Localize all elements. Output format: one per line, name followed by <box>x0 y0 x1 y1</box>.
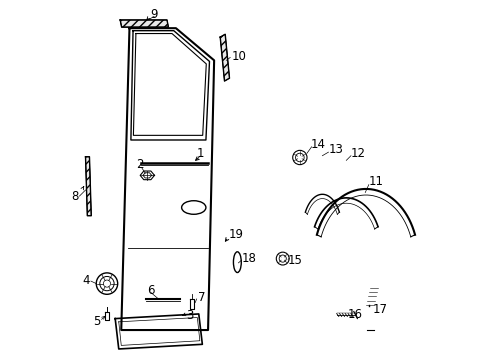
Text: 13: 13 <box>328 143 343 156</box>
Text: 11: 11 <box>368 175 383 188</box>
Polygon shape <box>85 157 91 216</box>
Text: 6: 6 <box>147 284 155 297</box>
Text: 5: 5 <box>93 315 101 328</box>
Text: 18: 18 <box>241 252 256 265</box>
Text: 8: 8 <box>71 190 79 203</box>
Text: 2: 2 <box>136 158 144 171</box>
Circle shape <box>292 150 306 165</box>
Text: 14: 14 <box>310 138 325 151</box>
Text: 7: 7 <box>198 291 205 305</box>
Text: 12: 12 <box>350 147 365 160</box>
Text: 15: 15 <box>287 254 303 267</box>
Text: 17: 17 <box>372 303 386 316</box>
Text: 16: 16 <box>346 308 362 321</box>
Text: 1: 1 <box>196 147 203 160</box>
Circle shape <box>276 252 288 265</box>
Text: 19: 19 <box>228 228 243 241</box>
Circle shape <box>96 273 118 294</box>
Polygon shape <box>220 34 229 81</box>
Text: 4: 4 <box>82 274 90 287</box>
Text: 10: 10 <box>231 50 246 63</box>
Polygon shape <box>120 20 168 27</box>
Text: 3: 3 <box>186 309 194 321</box>
Text: 9: 9 <box>150 8 158 21</box>
